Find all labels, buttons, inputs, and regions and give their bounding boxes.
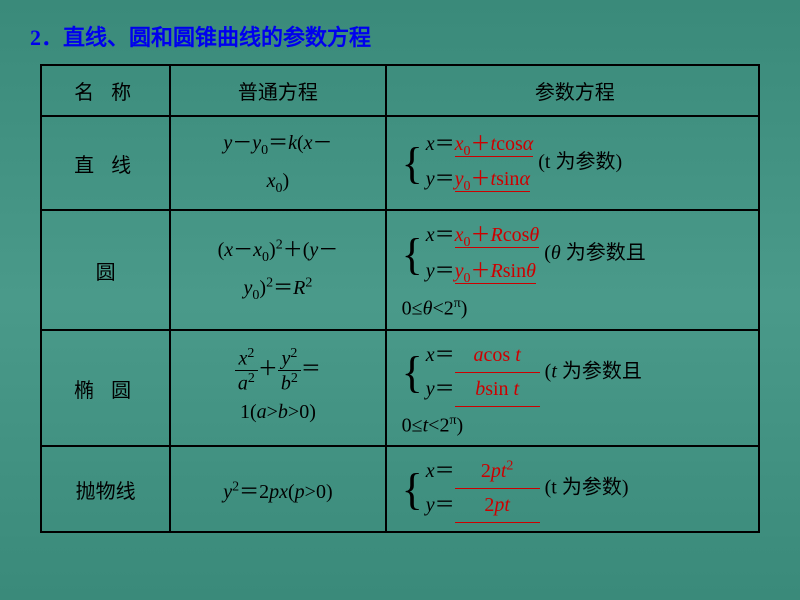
- parabola-param: { x＝2pt2 y＝2pt (t 为参数): [386, 446, 759, 532]
- line-normal: y－y0＝k(x－x0): [170, 116, 385, 210]
- line-param: { x＝x0＋tcosα y＝y0＋tsinα (t 为参数): [386, 116, 759, 210]
- ellipse-normal: x2a2＋y2b2＝ 1(a>b>0): [170, 330, 385, 447]
- ellipse-name: 椭 圆: [41, 330, 170, 447]
- header-row: 名 称 普通方程 参数方程: [41, 65, 759, 116]
- circle-normal: (x－x0)2＋(y－y0)2＝R2: [170, 210, 385, 329]
- parabola-name: 抛物线: [41, 446, 170, 532]
- header-name: 名 称: [41, 65, 170, 116]
- row-circle: 圆 (x－x0)2＋(y－y0)2＝R2 { x＝x0＋Rcosθ y＝y0＋R…: [41, 210, 759, 329]
- row-ellipse: 椭 圆 x2a2＋y2b2＝ 1(a>b>0) { x＝acos t y＝bsi…: [41, 330, 759, 447]
- circle-param: { x＝x0＋Rcosθ y＝y0＋Rsinθ (θ 为参数且 0≤θ<2π): [386, 210, 759, 329]
- row-line: 直 线 y－y0＝k(x－x0) { x＝x0＋tcosα y＝y0＋tsinα…: [41, 116, 759, 210]
- equations-table: 名 称 普通方程 参数方程 直 线 y－y0＝k(x－x0) { x＝x0＋tc…: [40, 64, 760, 533]
- row-parabola: 抛物线 y2＝2px(p>0) { x＝2pt2 y＝2pt (t 为参数): [41, 446, 759, 532]
- header-param: 参数方程: [386, 65, 759, 116]
- section-title: 2．直线、圆和圆锥曲线的参数方程: [30, 20, 760, 52]
- circle-name: 圆: [41, 210, 170, 329]
- line-name: 直 线: [41, 116, 170, 210]
- header-normal: 普通方程: [170, 65, 385, 116]
- ellipse-param: { x＝acos t y＝bsin t (t 为参数且 0≤t<2π): [386, 330, 759, 447]
- parabola-normal: y2＝2px(p>0): [170, 446, 385, 532]
